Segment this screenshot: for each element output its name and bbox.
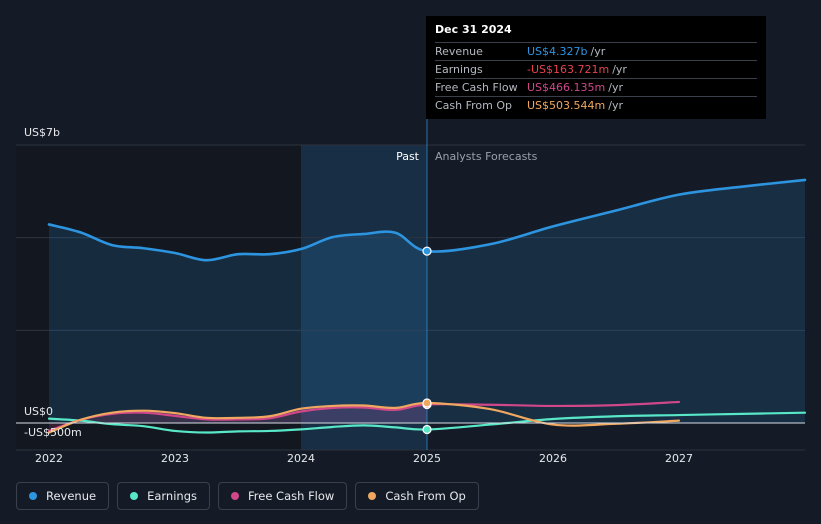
tooltip-value: US$4.327b xyxy=(527,45,588,58)
legend-dot-icon xyxy=(29,492,37,500)
marker-earnings xyxy=(422,424,432,435)
legend-label: Cash From Op xyxy=(385,489,466,503)
x-tick-label: 2025 xyxy=(413,452,441,465)
tooltip-label: Free Cash Flow xyxy=(435,81,518,94)
legend-item-cash-from-op[interactable]: Cash From Op xyxy=(355,482,479,510)
tooltip-date: Dec 31 2024 xyxy=(435,23,512,36)
tooltip-unit: /yr xyxy=(608,99,623,112)
legend-label: Earnings xyxy=(147,489,197,503)
past-label: Past xyxy=(396,150,420,163)
series-line-revenue xyxy=(47,178,807,262)
gridlines xyxy=(16,144,805,451)
tooltip-row-revenue: Revenue US$4.327b /yr xyxy=(435,42,757,60)
series-line-free-cash-flow xyxy=(47,400,681,433)
y-axis-bottom-label: -US$500m xyxy=(24,426,82,439)
x-tick-label: 2024 xyxy=(287,452,315,465)
tooltip-row-free-cash-flow: Free Cash Flow US$466.135m /yr xyxy=(435,78,757,96)
tooltip-row-cash-from-op: Cash From Op US$503.544m /yr xyxy=(435,96,757,114)
tooltip-value: US$466.135m xyxy=(527,81,606,94)
x-tick-label: 2022 xyxy=(35,452,63,465)
tooltip-unit: /yr xyxy=(608,81,623,94)
legend-item-earnings[interactable]: Earnings xyxy=(117,482,210,510)
legend-item-free-cash-flow[interactable]: Free Cash Flow xyxy=(218,482,348,510)
marker-cash-from-op xyxy=(422,398,432,408)
y-axis-zero-label: US$0 xyxy=(24,405,53,418)
tooltip: Dec 31 2024 Revenue US$4.327b /yr Earnin… xyxy=(426,16,766,119)
cash-from-op-area xyxy=(49,402,427,433)
series-line-earnings xyxy=(47,411,807,434)
tooltip-row-earnings: Earnings -US$163.721m /yr xyxy=(435,60,757,78)
tooltip-unit: /yr xyxy=(590,45,606,58)
highlight-band xyxy=(301,145,427,450)
tooltip-label: Cash From Op xyxy=(435,99,513,112)
series-line-cash-from-op xyxy=(47,401,681,434)
legend-dot-icon xyxy=(231,492,239,500)
x-tick-label: 2027 xyxy=(665,452,693,465)
tooltip-value: US$503.544m xyxy=(527,99,606,112)
tooltip-label: Revenue xyxy=(435,45,483,58)
y-axis-top-label: US$7b xyxy=(24,126,60,139)
x-axis-ticks: 2022 2023 2024 2025 2026 2027 xyxy=(35,452,693,465)
series-lines xyxy=(47,178,807,434)
marker-revenue xyxy=(422,246,432,256)
legend-dot-icon xyxy=(130,492,139,500)
x-tick-label: 2026 xyxy=(539,452,567,465)
tooltip-unit: /yr xyxy=(612,63,627,76)
forecast-label: Analysts Forecasts xyxy=(435,150,538,163)
x-tick-label: 2023 xyxy=(161,452,189,465)
legend-dot-icon xyxy=(368,492,377,500)
hover-markers xyxy=(422,246,432,435)
legend-label: Revenue xyxy=(46,489,97,503)
tooltip-label: Earnings xyxy=(435,63,483,76)
legend-item-revenue[interactable]: Revenue xyxy=(16,482,110,510)
legend-label: Free Cash Flow xyxy=(248,489,335,503)
tooltip-value: -US$163.721m xyxy=(527,63,610,76)
legend: Revenue Earnings Free Cash Flow Cash Fro… xyxy=(16,482,479,510)
